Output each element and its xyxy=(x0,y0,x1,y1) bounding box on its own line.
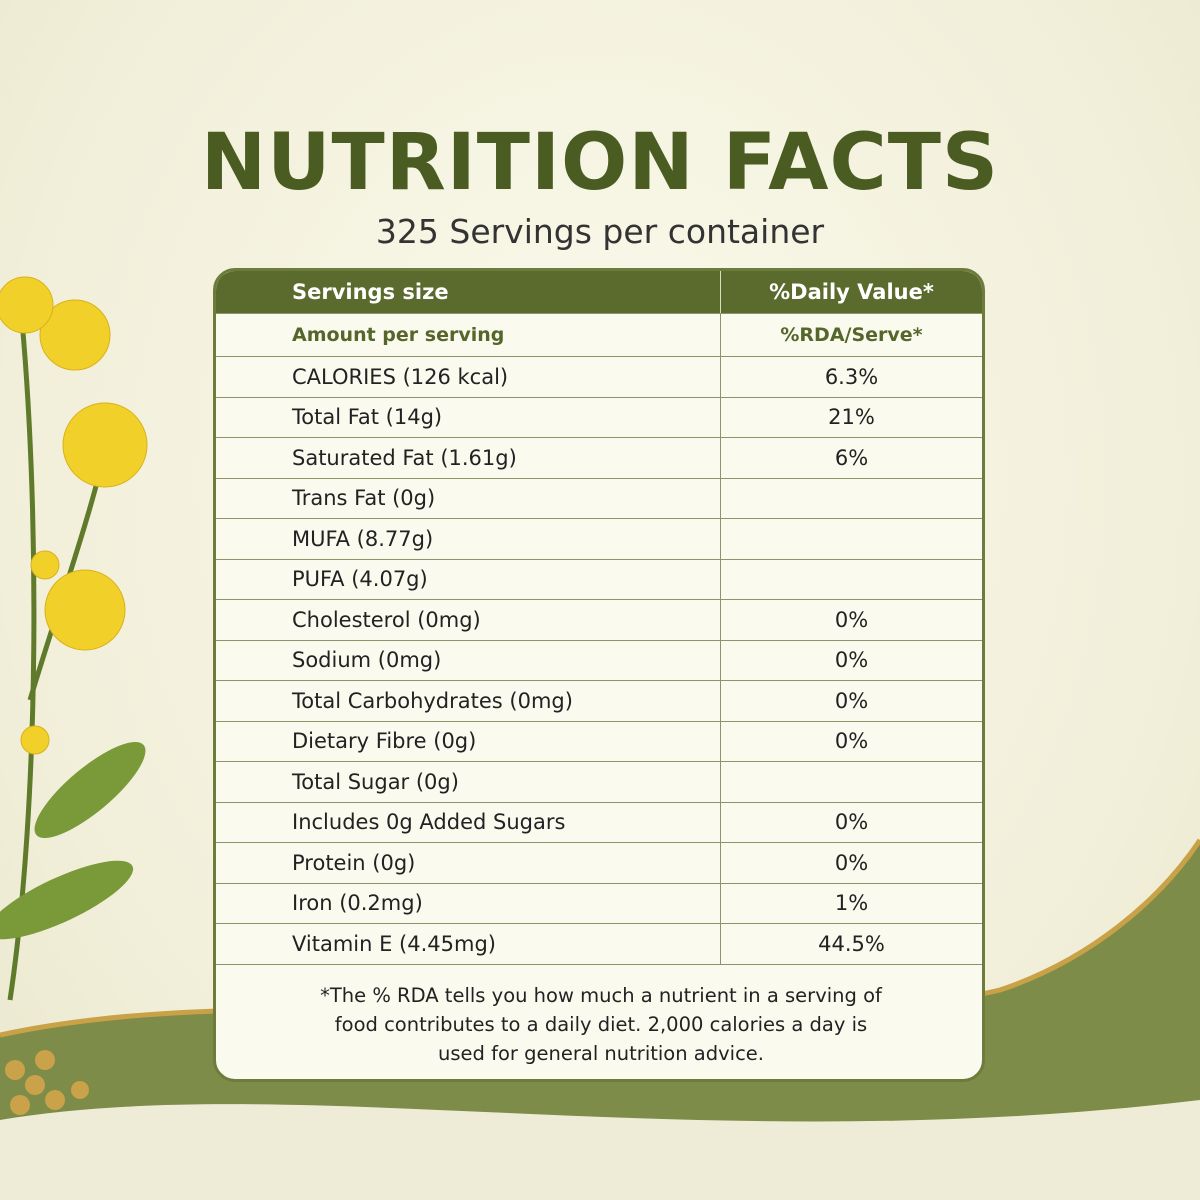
title: NUTRITION FACTS xyxy=(200,118,1000,208)
nutrient-row: Protein (0g) 0% xyxy=(216,843,982,884)
cell: Cholesterol (0mg) xyxy=(216,600,721,640)
cell: %RDA/Serve* xyxy=(780,324,923,346)
cell: 1% xyxy=(834,891,869,916)
cell: 0% xyxy=(834,648,869,673)
cell: Servings size xyxy=(216,271,721,313)
cell: Total Fat (14g) xyxy=(216,397,721,437)
footnote: *The % RDA tells you how much a nutrient… xyxy=(320,984,882,1065)
cell: Sodium (0mg) xyxy=(216,640,721,680)
nutrient-row: Trans Fat (0g) xyxy=(216,478,982,519)
nutrient-row: PUFA (4.07g) xyxy=(216,559,982,600)
leaves xyxy=(0,741,146,940)
cell: PUFA (4.07g) xyxy=(216,559,721,599)
cream-wave xyxy=(0,1100,1200,1200)
cell: Total Sugar (0g) xyxy=(216,762,721,802)
nutrition-table: Servings size %Daily Value* Amount per ser… xyxy=(213,268,985,1082)
cell: %Daily Value* xyxy=(769,280,934,304)
nutrient-row: Saturated Fat (1.61g) 6% xyxy=(216,438,982,479)
cell: Amount per serving xyxy=(216,314,721,356)
nutrient-row: Total Carbohydrates (0mg) 0% xyxy=(216,681,982,722)
cell: 0% xyxy=(834,850,869,875)
flowers xyxy=(0,276,148,755)
cell: 44.5% xyxy=(818,931,885,956)
cell: CALORIES (126 kcal) xyxy=(216,357,721,397)
cell: Protein (0g) xyxy=(216,843,721,883)
cell: Trans Fat (0g) xyxy=(216,478,721,518)
cell: 6% xyxy=(834,445,869,470)
subtitle: 325 Servings per container xyxy=(375,212,825,251)
cell: Iron (0.2mg) xyxy=(216,883,721,923)
nutrient-row: Total Sugar (0g) xyxy=(216,762,982,803)
cell: Dietary Fibre (0g) xyxy=(216,721,721,761)
nutrient-row: MUFA (8.77g) xyxy=(216,519,982,560)
seeds xyxy=(5,1050,89,1115)
cell: 0% xyxy=(834,688,869,713)
nutrient-row: Iron (0.2mg) 1% xyxy=(216,883,982,924)
nutrient-row: Includes 0g Added Sugars 0% xyxy=(216,802,982,843)
cell: MUFA (8.77g) xyxy=(216,519,721,559)
nutrient-row: Vitamin E (4.45mg) 44.5% xyxy=(216,924,982,965)
cell: Includes 0g Added Sugars xyxy=(216,802,721,842)
cell: Saturated Fat (1.61g) xyxy=(216,438,721,478)
nutrient-row: Cholesterol (0mg) 0% xyxy=(216,600,982,641)
nutrient-row: Total Fat (14g) 21% xyxy=(216,397,982,438)
nutrient-row: CALORIES (126 kcal) 6.3% xyxy=(216,357,982,398)
nutrient-row: Sodium (0mg) 0% xyxy=(216,640,982,681)
cell: 21% xyxy=(828,405,875,430)
cell: 0% xyxy=(834,729,869,754)
nutrient-row: Dietary Fibre (0g) 0% xyxy=(216,721,982,762)
cell: 6.3% xyxy=(824,364,879,389)
header-row: Servings size %Daily Value* xyxy=(216,271,982,314)
subheader-row: Amount per serving %RDA/Serve* xyxy=(216,314,982,357)
cell: 0% xyxy=(834,810,869,835)
cell: Total Carbohydrates (0mg) xyxy=(216,681,721,721)
cell: 0% xyxy=(834,607,869,632)
cell: Vitamin E (4.45mg) xyxy=(216,924,721,964)
